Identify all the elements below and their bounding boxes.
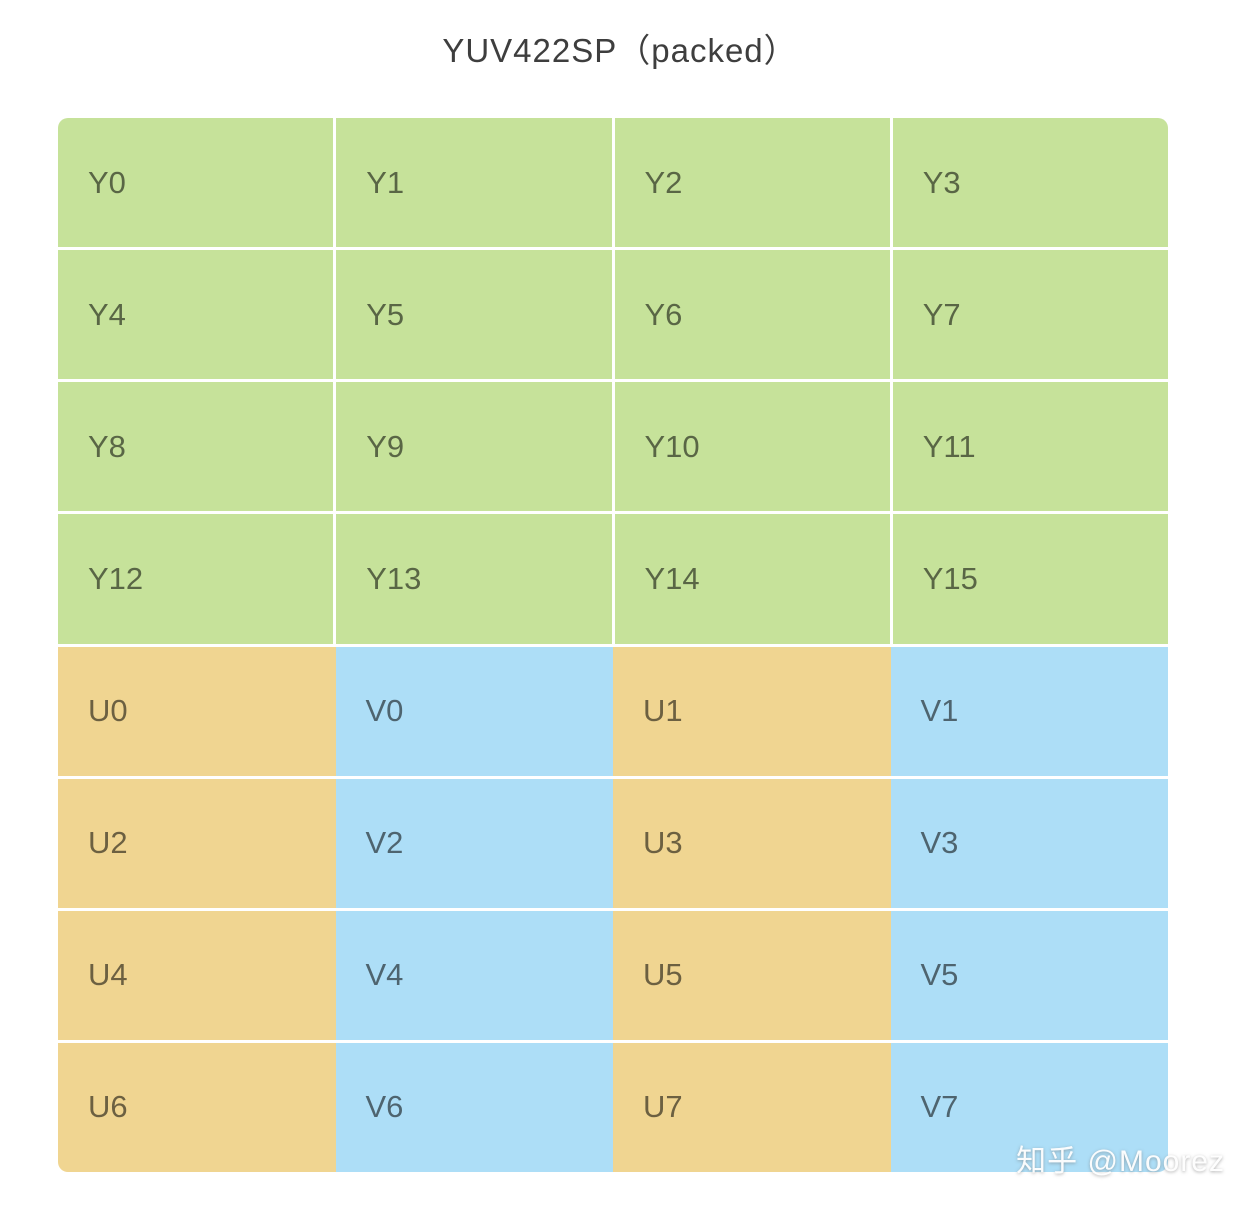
grid-row: U0 V0 U1 V1 [58, 646, 1168, 776]
cell-label: Y14 [644, 560, 700, 596]
cell-y4: Y4 [58, 250, 334, 380]
grid-row: U2 V2 U3 V3 [58, 778, 1168, 908]
grid-row: Y0 Y1 Y2 Y3 [58, 118, 1168, 248]
cell-label: U5 [643, 957, 683, 993]
cell-y3: Y3 [892, 118, 1168, 248]
cell-label: U3 [643, 825, 683, 861]
cell-label: V1 [920, 693, 959, 729]
cell-label: Y0 [88, 164, 126, 200]
cell-label: Y6 [644, 296, 683, 332]
cell-label: V2 [365, 825, 404, 861]
cell-u2: U2 [58, 778, 336, 908]
grid-row: Y4 Y5 Y6 Y7 [58, 250, 1168, 380]
cell-label: Y11 [922, 428, 976, 464]
cell-y5: Y5 [336, 250, 612, 380]
cell-u7: U7 [613, 1042, 891, 1172]
cell-v1: V1 [890, 646, 1168, 776]
cell-label: U4 [88, 957, 128, 993]
cell-u1: U1 [613, 646, 891, 776]
cell-label: U0 [88, 693, 128, 729]
cell-label: Y1 [366, 164, 405, 200]
cell-label: V3 [920, 825, 959, 861]
cell-label: V0 [365, 693, 404, 729]
cell-y0: Y0 [58, 118, 334, 248]
cell-y6: Y6 [614, 250, 890, 380]
cell-y9: Y9 [336, 382, 612, 512]
cell-label: Y4 [88, 296, 126, 332]
cell-v6: V6 [335, 1042, 613, 1172]
cell-v2: V2 [335, 778, 613, 908]
cell-label: V6 [365, 1089, 404, 1125]
cell-u4: U4 [58, 910, 336, 1040]
cell-label: Y5 [366, 296, 405, 332]
cell-label: U1 [643, 693, 683, 729]
cell-v3: V3 [890, 778, 1168, 908]
cell-y11: Y11 [892, 382, 1168, 512]
grid-row: U4 V4 U5 V5 [58, 910, 1168, 1040]
cell-u3: U3 [613, 778, 891, 908]
cell-y2: Y2 [614, 118, 890, 248]
cell-y14: Y14 [614, 514, 890, 644]
cell-u0: U0 [58, 646, 336, 776]
cell-y12: Y12 [58, 514, 334, 644]
pixel-grid: Y0 Y1 Y2 Y3 Y4 Y5 Y6 Y7 Y8 Y9 Y10 Y11 Y12 Y13 Y14 Y15 U0… [58, 118, 1168, 1172]
cell-label: V7 [920, 1089, 959, 1125]
cell-y15: Y15 [892, 514, 1168, 644]
cell-label: U2 [88, 825, 128, 861]
cell-u6: U6 [58, 1042, 336, 1172]
cell-label: U7 [643, 1089, 683, 1125]
grid-row: Y8 Y9 Y10 Y11 [58, 382, 1168, 512]
grid-row: Y12 Y13 Y14 Y15 [58, 514, 1168, 644]
cell-v4: V4 [335, 910, 613, 1040]
cell-label: Y12 [88, 560, 144, 596]
cell-y8: Y8 [58, 382, 334, 512]
cell-y10: Y10 [614, 382, 890, 512]
cell-u5: U5 [613, 910, 891, 1040]
cell-y7: Y7 [892, 250, 1168, 380]
cell-label: Y8 [88, 428, 126, 464]
cell-label: Y13 [366, 560, 422, 596]
cell-label: Y10 [644, 428, 700, 464]
cell-y13: Y13 [336, 514, 612, 644]
cell-label: V5 [920, 957, 959, 993]
cell-label: U6 [88, 1089, 128, 1125]
page-title: YUV422SP（packed） [442, 32, 798, 69]
cell-v7: V7 [890, 1042, 1168, 1172]
cell-label: Y7 [922, 296, 961, 332]
cell-v0: V0 [335, 646, 613, 776]
grid-row: U6 V6 U7 V7 [58, 1042, 1168, 1172]
cell-label: Y15 [922, 560, 978, 596]
cell-label: V4 [365, 957, 404, 993]
watermark: 知乎 @Moorez [1016, 1145, 1225, 1178]
cell-label: Y2 [644, 164, 683, 200]
cell-y1: Y1 [336, 118, 612, 248]
cell-label: Y9 [366, 428, 405, 464]
cell-v5: V5 [890, 910, 1168, 1040]
cell-label: Y3 [922, 164, 961, 200]
